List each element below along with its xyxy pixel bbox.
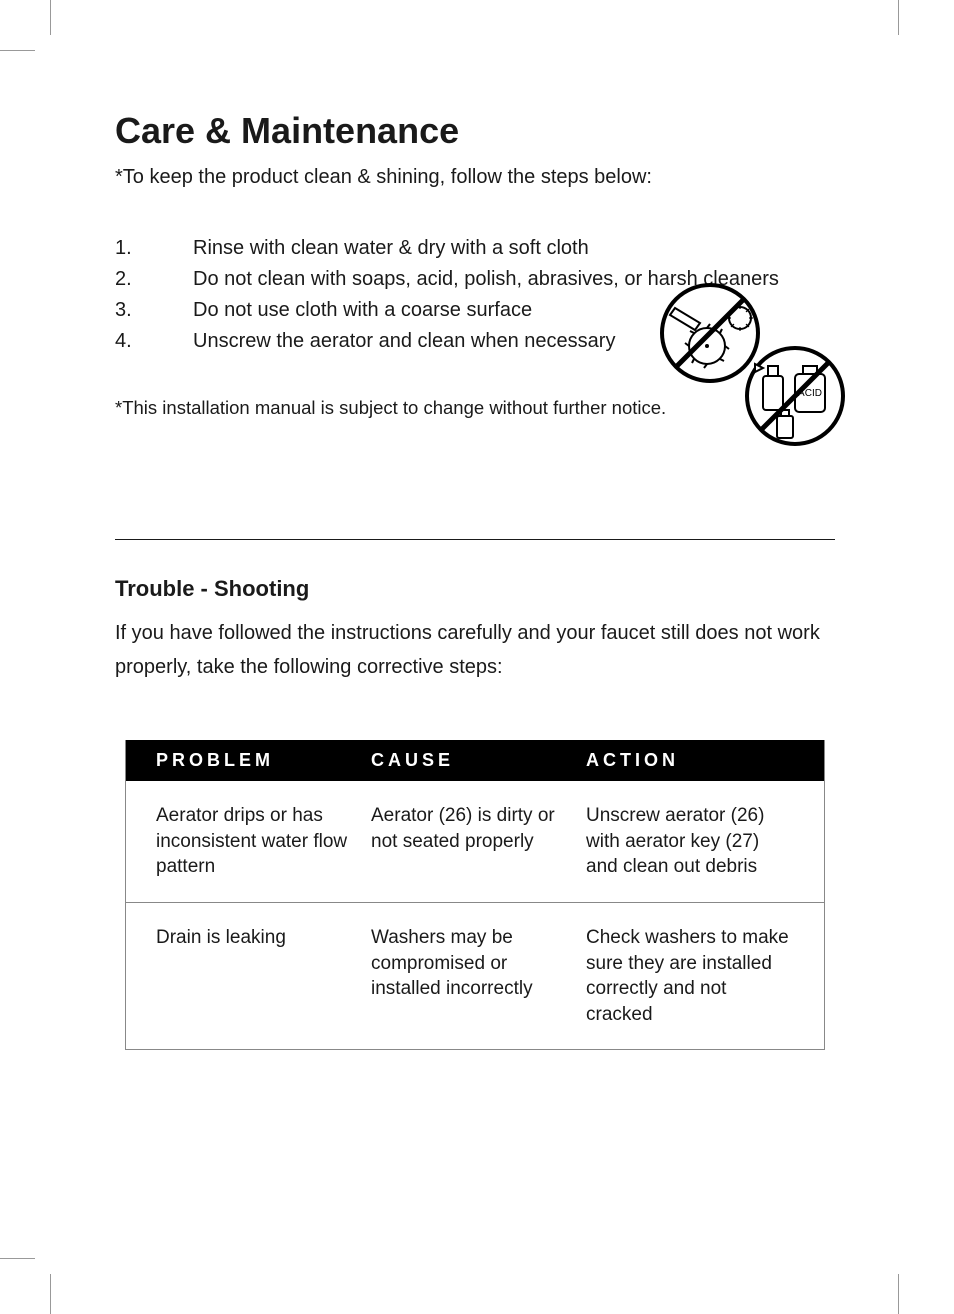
table-cell-problem: Aerator drips or has inconsistent water … bbox=[156, 803, 371, 880]
step-text: Rinse with clean water & dry with a soft… bbox=[193, 233, 589, 264]
table-cell-problem: Drain is leaking bbox=[156, 925, 371, 1028]
intro-text: *To keep the product clean & shining, fo… bbox=[115, 166, 835, 189]
step-text: Do not use cloth with a coarse surface bbox=[193, 295, 532, 326]
crop-mark bbox=[0, 50, 35, 51]
crop-mark bbox=[898, 1274, 899, 1314]
step-number: 1. bbox=[115, 233, 193, 264]
section-divider bbox=[115, 539, 835, 540]
troubleshoot-intro: If you have followed the instructions ca… bbox=[115, 616, 835, 684]
step-number: 3. bbox=[115, 295, 193, 326]
crop-mark bbox=[50, 0, 51, 35]
troubleshoot-heading: Trouble - Shooting bbox=[115, 576, 835, 602]
table-header-cell: CAUSE bbox=[371, 750, 586, 771]
step-text: Unscrew the aerator and clean when neces… bbox=[193, 326, 615, 357]
step-number: 2. bbox=[115, 264, 193, 295]
crop-mark bbox=[0, 1258, 35, 1259]
table-header-cell: PROBLEM bbox=[156, 750, 371, 771]
crop-mark bbox=[898, 0, 899, 35]
page-content: Care & Maintenance *To keep the product … bbox=[115, 110, 835, 1050]
page-title: Care & Maintenance bbox=[115, 110, 835, 152]
crop-mark bbox=[50, 1274, 51, 1314]
table-header-row: PROBLEM CAUSE ACTION bbox=[126, 740, 824, 781]
table-cell-action: Unscrew aerator (26) with aerator key (2… bbox=[586, 803, 806, 880]
table-cell-action: Check washers to make sure they are inst… bbox=[586, 925, 806, 1028]
table-cell-cause: Aerator (26) is dirty or not seated prop… bbox=[371, 803, 586, 880]
table-row: Drain is leaking Washers may be compromi… bbox=[126, 902, 824, 1050]
list-item: 1.Rinse with clean water & dry with a so… bbox=[115, 233, 835, 264]
table-cell-cause: Washers may be compromised or installed … bbox=[371, 925, 586, 1028]
table-row: Aerator drips or has inconsistent water … bbox=[126, 781, 824, 902]
no-abrasives-icon bbox=[662, 285, 758, 381]
no-acid-icon: ACID bbox=[747, 348, 843, 444]
table-header-cell: ACTION bbox=[586, 750, 806, 771]
step-number: 4. bbox=[115, 326, 193, 357]
prohibition-icons: ACID bbox=[645, 278, 855, 458]
troubleshoot-table: PROBLEM CAUSE ACTION Aerator drips or ha… bbox=[125, 740, 825, 1050]
